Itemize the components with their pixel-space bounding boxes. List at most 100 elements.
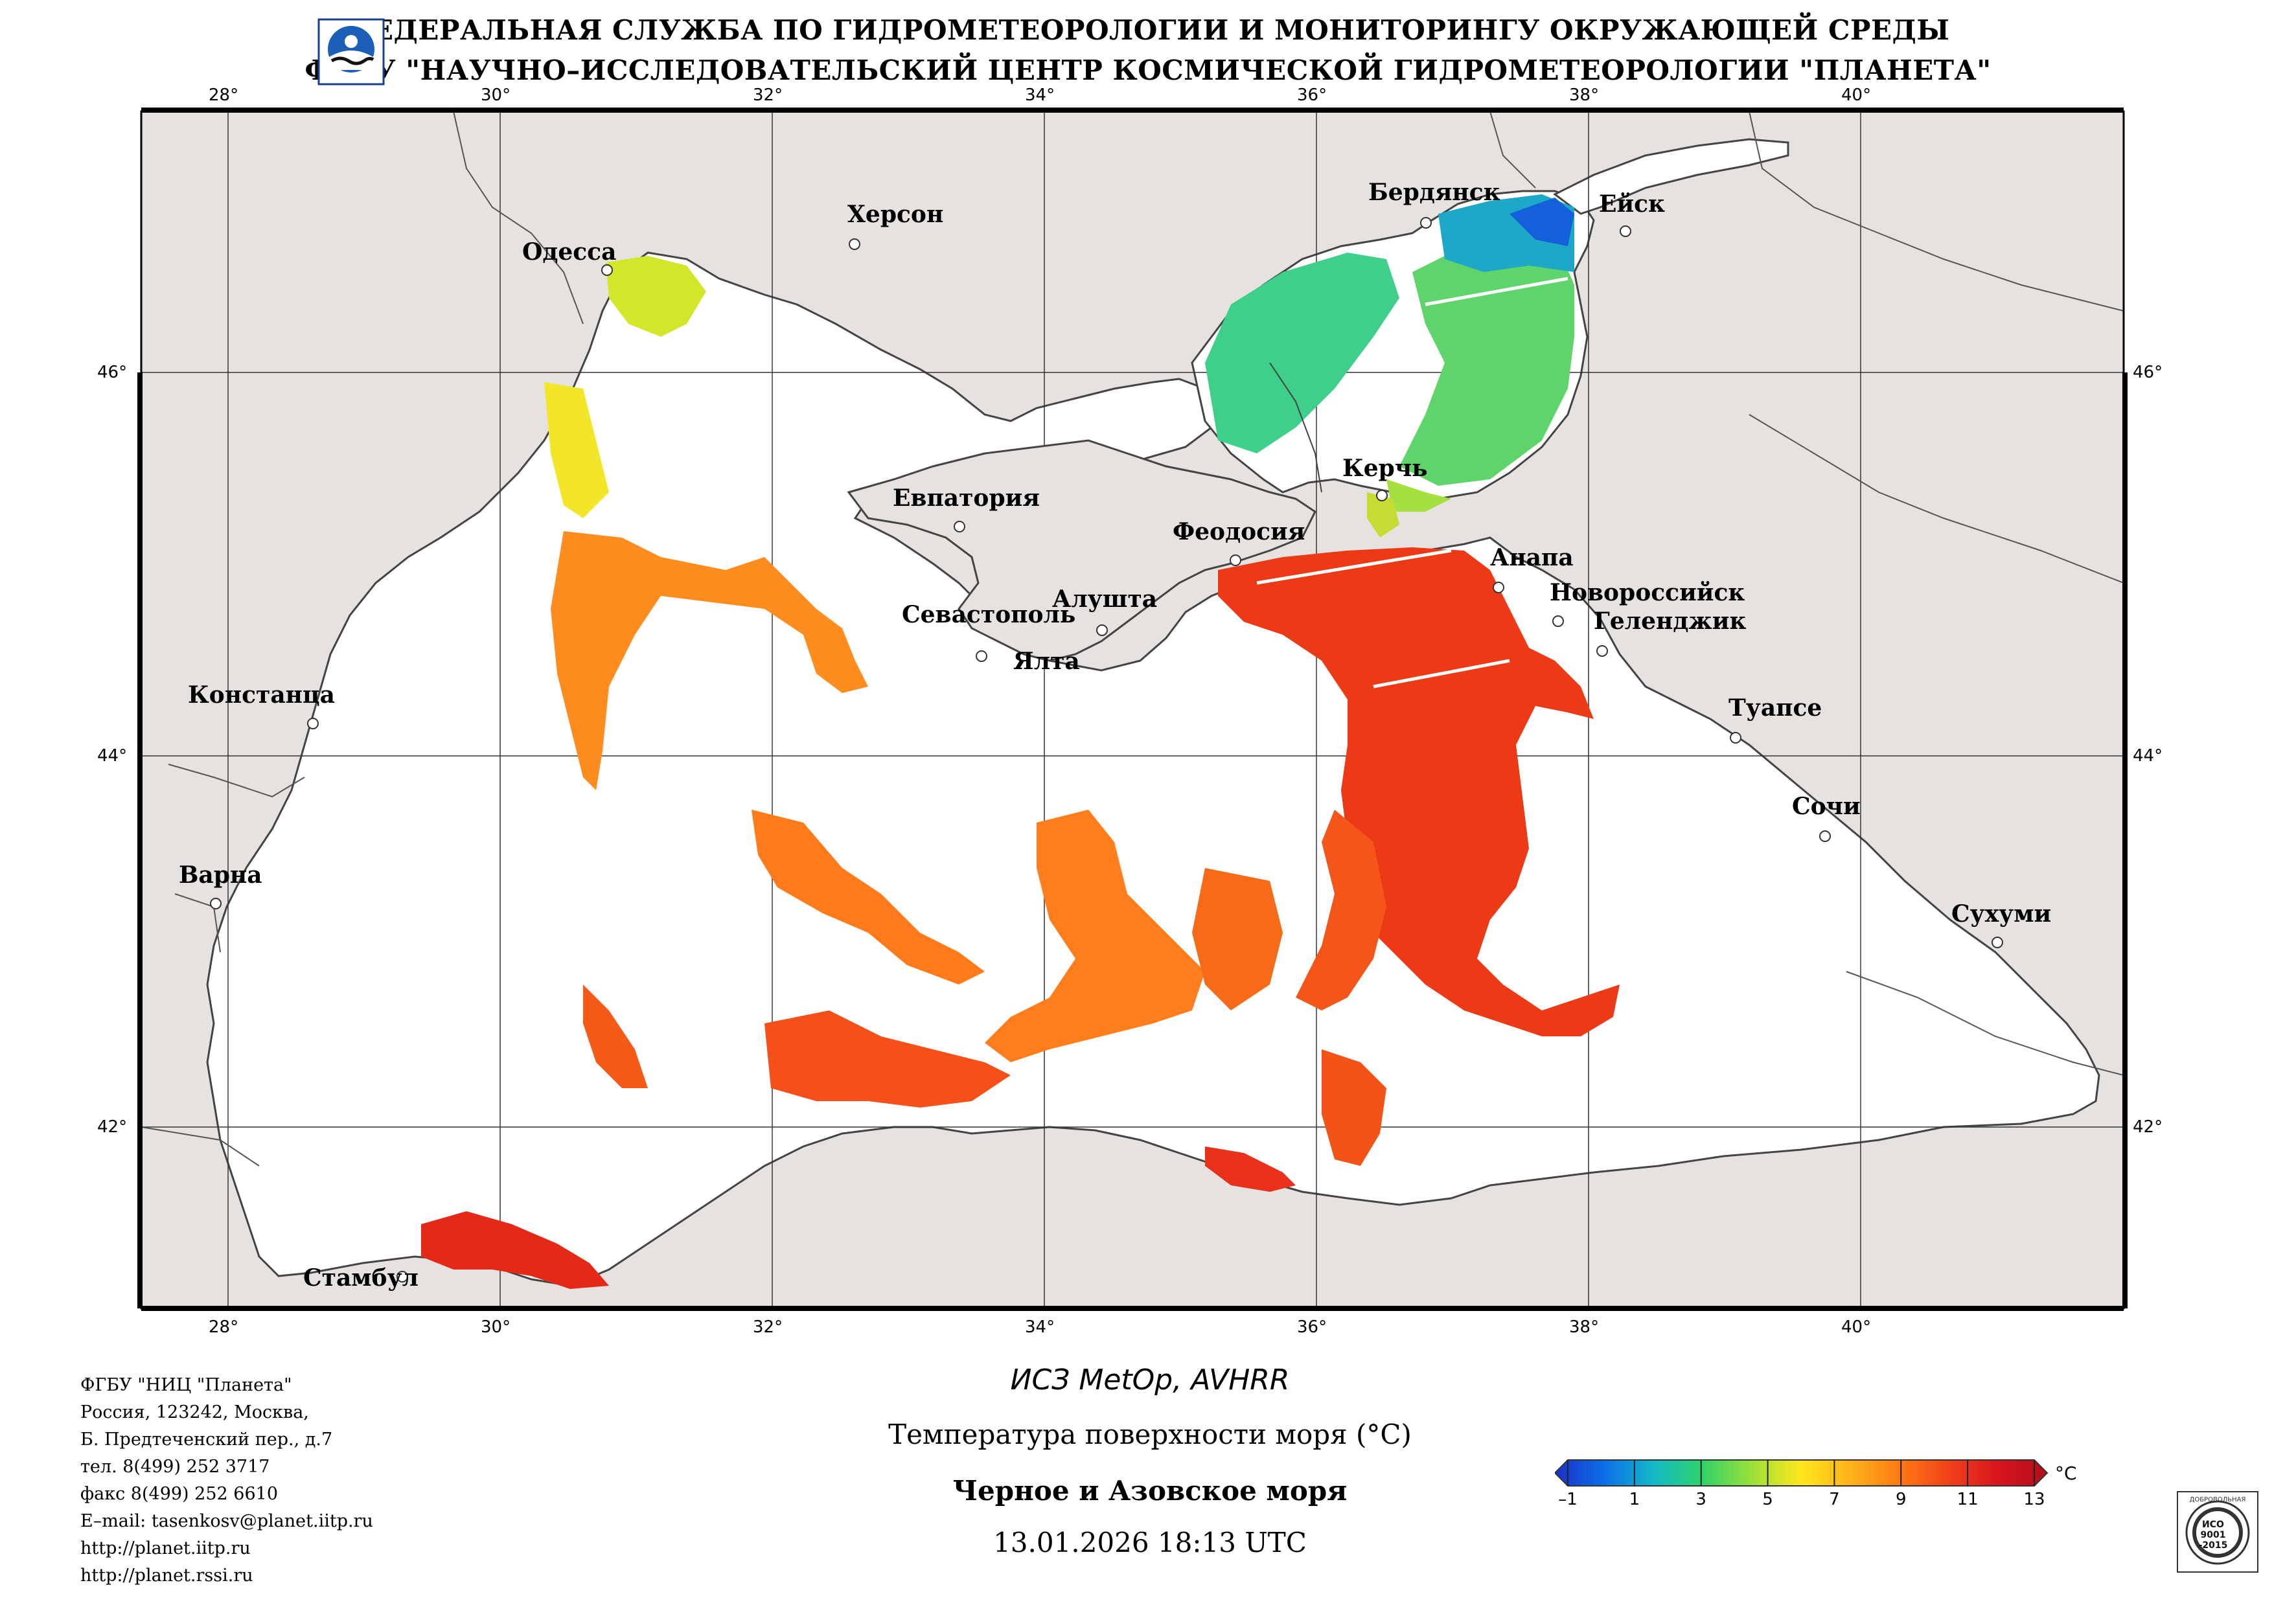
colorbar-label: 13 [2023,1490,2045,1509]
colorbar-label: 3 [1695,1490,1706,1509]
city-label-odessa: Одесса [522,238,617,266]
sst-east-west-lobe [1296,810,1386,1010]
colorbar [1555,1459,2049,1487]
city-label-gelendzhik: Геленджик [1594,608,1747,635]
info-tel: тел. 8(499) 252 3717 [80,1457,270,1477]
city-label-berdyansk: Бердянск [1368,179,1500,206]
lon-tick-top: 28° [209,85,239,105]
lat-tick-left: 42° [97,1117,128,1137]
city-label-tuapse: Туапсе [1728,694,1822,722]
lon-tick-bottom: 38° [1569,1317,1600,1337]
colorbar-label: –1 [1558,1490,1578,1509]
lon-tick-top: 36° [1297,85,1327,105]
city-label-sukhumi: Сухуми [1951,900,2052,928]
info-address-2: Б. Предтеченский пер., д.7 [80,1430,333,1450]
lat-tick-left: 46° [97,363,128,382]
lon-tick-top: 34° [1025,85,1055,105]
lat-tick-right: 42° [2133,1117,2163,1137]
sst-nw-shelf [544,382,609,518]
info-url-1[interactable]: http://planet.iitp.ru [80,1538,251,1558]
cert-line-2: ИСО [2202,1520,2224,1530]
city-label-sevastopol: Севастополь [902,601,1076,628]
colorbar-label: 9 [1896,1490,1907,1509]
city-marker [1730,732,1741,744]
city-marker [1420,217,1432,229]
sst-kerch [1367,492,1399,538]
lat-tick-right: 46° [2133,363,2163,382]
sst-center-1 [985,810,1205,1062]
lat-tick-left: 44° [97,746,128,766]
info-url-2[interactable]: http://planet.rssi.ru [80,1566,253,1586]
contact-info: ФГБУ "НИЦ "Планета" Россия, 123242, Моск… [80,1372,373,1590]
city-marker [1230,554,1241,566]
lon-tick-bottom: 34° [1025,1317,1055,1337]
city-marker [307,718,319,729]
city-label-yalta: Ялта [1013,648,1080,675]
cert-line-4: -2015 [2199,1540,2228,1551]
sst-turkey-coast [1205,1146,1296,1192]
sst-south-mid [764,1010,1011,1108]
city-label-evpatoriya: Евпатория [893,484,1040,512]
city-label-kerch: Керчь [1342,455,1428,482]
lon-tick-top: 32° [753,85,783,105]
planeta-logo [317,18,385,85]
sst-east-south [1322,1049,1386,1166]
sst-center-2 [1192,868,1283,1010]
lon-tick-bottom: 36° [1297,1317,1327,1337]
city-marker [396,1271,408,1282]
caption-datetime: 13.01.2026 18:13 UTC [993,1527,1307,1558]
lat-tick-right: 44° [2133,746,2163,766]
city-label-kherson: Херсон [847,201,944,228]
crimea [847,439,1316,662]
colorbar-unit: °C [2055,1463,2077,1484]
caption-satellite: ИСЗ MetOp, AVHRR [1010,1363,1290,1396]
city-marker [954,521,965,532]
city-marker [1819,830,1831,842]
lon-tick-bottom: 30° [481,1317,511,1337]
sst-azov-ne [1510,198,1574,246]
colorbar-label: 1 [1629,1490,1640,1509]
colorbar-label: 7 [1829,1490,1840,1509]
city-label-feodosiya: Феодосия [1173,518,1305,545]
info-email[interactable]: E–mail: tasenkosv@planet.iitp.ru [80,1511,373,1531]
city-marker [849,238,860,250]
sst-patches [421,194,1620,1289]
cert-line-1: ДОБРОВОЛЬНАЯ [2190,1496,2246,1503]
city-marker [1596,645,1608,657]
header-line-2: ФГБУ "НАУЧНО–ИССЛЕДОВАТЕЛЬСКИЙ ЦЕНТР КОС… [304,54,1992,86]
city-label-istanbul: Стамбул [303,1264,419,1292]
taganrog-bay [1553,138,1789,215]
city-label-varna: Варна [179,861,262,889]
city-marker [1992,937,2003,948]
city-marker [1493,582,1504,593]
colorbar-label: 11 [1957,1490,1979,1509]
caption-title: Температура поверхности моря (°C) [888,1419,1412,1450]
colorbar-label: 5 [1762,1490,1773,1509]
sst-azov-west [1205,253,1399,453]
city-marker [1620,225,1631,237]
lon-tick-bottom: 40° [1841,1317,1872,1337]
city-marker [976,650,987,662]
city-marker [1376,490,1388,501]
city-label-alushta: Алушта [1052,586,1158,613]
country-borders [141,111,2124,1167]
iso-certificate-stamp: ДОБРОВОЛЬНАЯ ИСО 9001 -2015 [2177,1491,2258,1573]
header-line-1: ФЕДЕРАЛЬНАЯ СЛУЖБА ПО ГИДРОМЕТЕОРОЛОГИИ … [346,14,1950,46]
city-marker [1096,624,1108,636]
lon-tick-bottom: 32° [753,1317,783,1337]
lon-tick-top: 30° [481,85,511,105]
city-label-sochi: Сочи [1792,793,1861,820]
sst-west-3 [583,985,648,1088]
caption-sea: Черное и Азовское моря [952,1475,1348,1507]
sst-west-2 [752,810,985,985]
sst-azov-east [1399,233,1574,486]
lon-tick-bottom: 28° [209,1317,239,1337]
sst-west-1 [551,531,868,790]
sst-odessa [606,256,706,337]
sst-azov-south [1386,479,1451,512]
lon-tick-top: 38° [1569,85,1600,105]
city-marker [601,264,613,276]
info-fax: факс 8(499) 252 6610 [80,1484,279,1504]
city-label-anapa: Анапа [1490,544,1574,571]
